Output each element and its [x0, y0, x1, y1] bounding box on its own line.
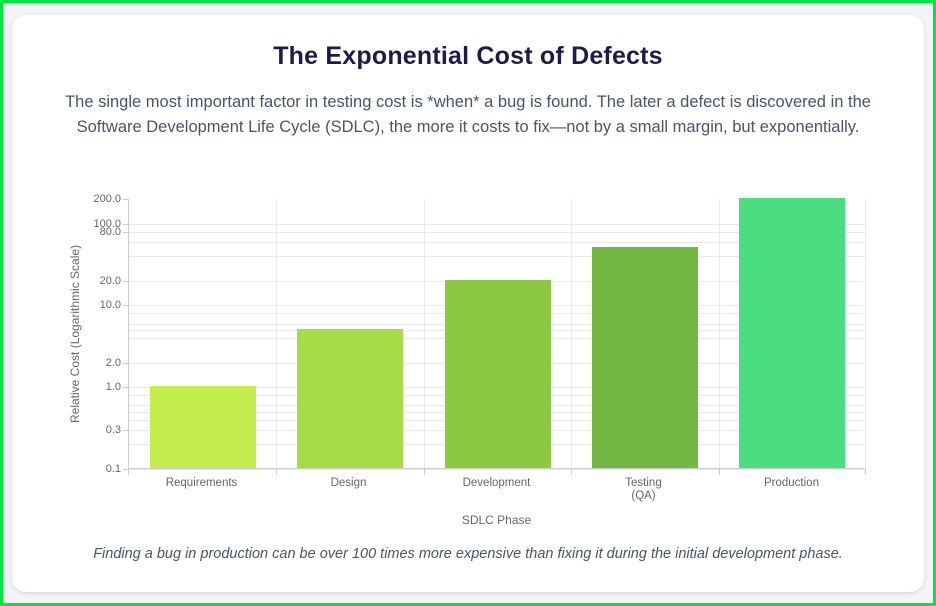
- gridline: [424, 199, 425, 468]
- y-tick-label: 0.1: [105, 463, 121, 475]
- y-tick-label: 0.3: [105, 423, 121, 436]
- gridline: [129, 256, 865, 258]
- gridline: [129, 231, 865, 233]
- x-tick-label: Testing (QA): [570, 477, 717, 503]
- plot-area[interactable]: [123, 198, 866, 475]
- x-tick-mark: [719, 469, 720, 475]
- x-tick-label-line: Production: [764, 477, 819, 489]
- y-tick-mark: [123, 387, 129, 389]
- page-title: The Exponential Cost of Defects: [273, 42, 663, 70]
- y-tick-label: 100.0: [93, 217, 121, 230]
- y-tick-mark: [123, 429, 129, 431]
- x-tick-label: Production: [718, 477, 865, 490]
- x-tick-label: Development: [423, 477, 570, 490]
- gridline: [129, 469, 865, 470]
- y-tick-mark: [123, 280, 129, 282]
- x-tick-mark: [865, 469, 866, 475]
- x-tick-mark: [128, 469, 129, 475]
- gridline: [129, 241, 865, 243]
- y-tick-mark: [123, 362, 129, 364]
- y-tick-label: 2.0: [105, 356, 121, 369]
- x-tick-label-line: (QA): [631, 490, 656, 502]
- gridline: [276, 199, 277, 468]
- x-tick-label-line: Design: [330, 477, 367, 489]
- x-axis-title: SDLC Phase: [461, 513, 532, 527]
- bar-chart: Relative Cost (Logarithmic Scale) 200.0 1…: [12, 185, 924, 537]
- y-tick-label: 80.0: [99, 225, 121, 238]
- x-tick-label-line: Testing: [625, 477, 662, 489]
- x-tick-mark: [424, 469, 425, 475]
- gridline: [571, 199, 572, 468]
- gridline: [129, 223, 865, 225]
- y-tick-mark: [123, 223, 129, 225]
- x-tick-label-line: Requirements: [165, 477, 238, 489]
- bar-design[interactable]: [297, 329, 403, 468]
- y-tick-mark: [123, 199, 129, 200]
- gridline: [719, 199, 720, 468]
- y-axis-tick-labels: 200.0 100.0 80.0 20.0 10.0 2.0 1.0 0.3 0.1: [12, 193, 123, 475]
- y-tick-mark: [123, 469, 129, 470]
- y-tick-mark: [123, 231, 129, 233]
- x-tick-label-line: Development: [462, 477, 531, 489]
- y-tick-mark: [123, 305, 129, 307]
- x-tick-label: Requirements: [128, 477, 275, 490]
- bar-requirements[interactable]: [150, 386, 256, 468]
- y-tick-label: 200.0: [93, 193, 121, 205]
- bar-production[interactable]: [739, 198, 845, 468]
- page-subtitle: The single most important factor in test…: [65, 93, 871, 136]
- bar-testing-qa[interactable]: [592, 247, 698, 468]
- x-tick-label: Design: [275, 477, 422, 490]
- x-axis-tick-labels: Requirements Design Development Testing (QA)…: [128, 477, 865, 507]
- x-tick-mark: [276, 469, 277, 475]
- y-tick-label: 10.0: [99, 299, 121, 312]
- content-card: The Exponential Cost of Defects The sing…: [12, 15, 924, 592]
- gridline: [865, 199, 866, 468]
- y-tick-label: 20.0: [99, 274, 121, 287]
- chart-caption: Finding a bug in production can be over …: [93, 546, 843, 562]
- bar-development[interactable]: [445, 279, 551, 468]
- x-tick-mark: [571, 469, 572, 475]
- y-tick-label: 1.0: [105, 381, 121, 394]
